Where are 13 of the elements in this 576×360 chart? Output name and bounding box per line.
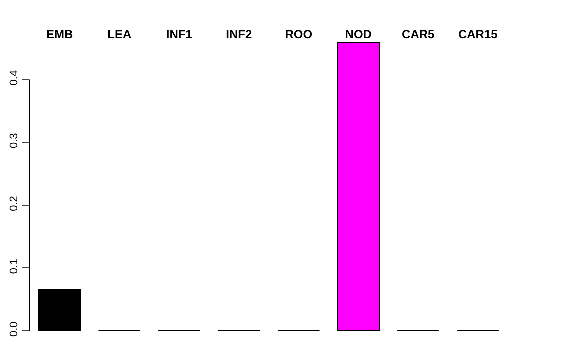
x-tick-label: INF2 — [226, 28, 252, 42]
x-tick-label: CAR5 — [402, 28, 436, 42]
x-tick-label: LEA — [108, 28, 132, 42]
x-tick-label: ROO — [285, 28, 313, 42]
x-tick-label: NOD — [345, 28, 372, 42]
x-tick-label: INF1 — [166, 28, 193, 42]
x-tick-label: CAR15 — [458, 28, 498, 42]
y-tick-label: 0.4 — [8, 70, 21, 86]
y-tick-label: 0.0 — [8, 322, 21, 337]
y-tick-label: 0.1 — [8, 258, 21, 274]
y-tick-label: 0.3 — [8, 133, 21, 149]
x-tick-label: EMB — [46, 28, 74, 42]
y-tick-label: 0.2 — [8, 196, 21, 212]
